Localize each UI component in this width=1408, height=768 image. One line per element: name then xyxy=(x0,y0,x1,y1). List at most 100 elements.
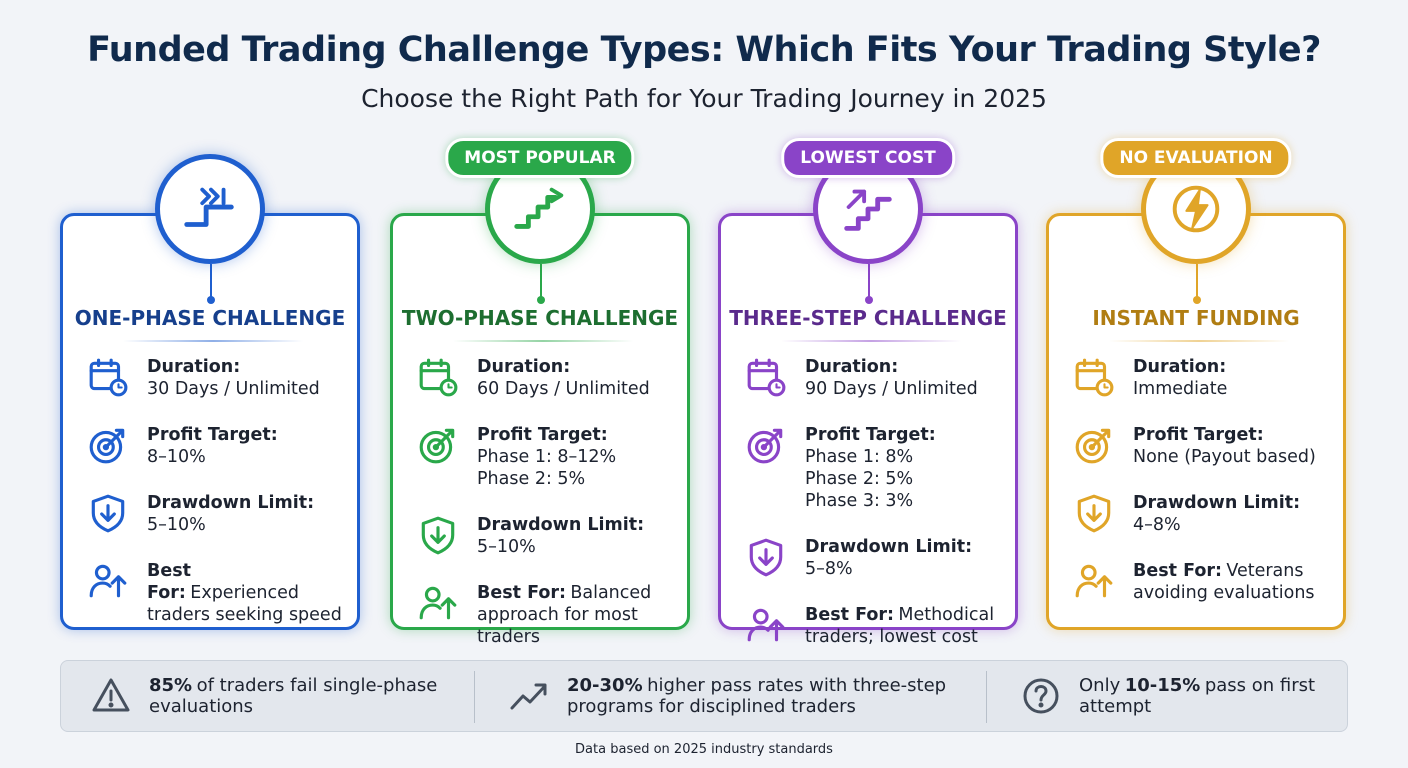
item: Best For: Methodical traders; lowest cost xyxy=(745,604,1005,648)
connector-dot xyxy=(207,296,215,304)
divider xyxy=(123,340,303,342)
item-label: Duration: xyxy=(147,357,241,377)
item-value: Phase 3: 3% xyxy=(805,491,914,511)
item-label: Profit Target: xyxy=(147,425,278,445)
item: Best For: Veterans avoiding evaluations xyxy=(1073,560,1333,604)
item: Profit Target: Phase 1: 8–12% Phase 2: 5% xyxy=(417,424,677,490)
item: Duration: Immediate xyxy=(1073,356,1333,400)
item-value: Phase 2: 5% xyxy=(805,469,914,489)
stat-text: Only 10-15% pass on first attempt xyxy=(1079,675,1321,717)
item-text: Drawdown Limit: 5–8% xyxy=(805,536,972,580)
item-icon xyxy=(89,358,128,397)
item-icon xyxy=(419,428,455,464)
connector xyxy=(868,264,870,298)
item-text: Profit Target: None (Payout based) xyxy=(1133,424,1316,468)
item-text: Drawdown Limit: 5–10% xyxy=(477,514,644,558)
card-icon xyxy=(184,187,234,227)
card: NO EVALUATION INSTANT FUNDING Duration: Imm… xyxy=(1046,138,1346,630)
item: Duration: 30 Days / Unlimited xyxy=(87,356,347,400)
item-label: Profit Target: xyxy=(477,425,608,445)
stat-highlight: 10-15% xyxy=(1124,675,1201,696)
item-label: Duration: xyxy=(1133,357,1227,377)
item: Profit Target: 8–10% xyxy=(87,424,347,468)
card: ONE-PHASE CHALLENGE Duration: 30 Days / Un… xyxy=(60,154,360,630)
item-value: Balanced approach for most traders xyxy=(477,583,652,647)
card: MOST POPULAR TWO-PHASE CHALLENGE Duration:… xyxy=(390,138,690,647)
item-label: Best For: xyxy=(805,605,894,625)
item-value: 90 Days / Unlimited xyxy=(805,379,978,399)
stat-highlight: 85% xyxy=(149,675,193,696)
card-icon xyxy=(844,189,892,231)
item: Drawdown Limit: 5–10% xyxy=(417,514,677,558)
stat-text: 85% of traders fail single-phase evaluati… xyxy=(149,675,471,717)
item-icon xyxy=(747,608,785,642)
item-value: Phase 2: 5% xyxy=(477,469,586,489)
items: Duration: 60 Days / Unlimited Profit Targe… xyxy=(417,356,677,648)
item-label: Drawdown Limit: xyxy=(805,537,973,557)
separator xyxy=(474,671,475,723)
stat-icon xyxy=(1023,678,1059,714)
subtitle: Choose the Right Path for Your Trading J… xyxy=(361,84,1047,113)
item-text: Profit Target: 8–10% xyxy=(147,424,278,468)
item-text: Best For: Veterans avoiding evaluations xyxy=(1133,560,1333,604)
stat-icon xyxy=(92,678,130,712)
item: Drawdown Limit: 5–8% xyxy=(745,536,1005,580)
item-value: 4–8% xyxy=(1133,515,1181,535)
item-icon xyxy=(1075,358,1114,397)
item-value: Experienced traders seeking speed xyxy=(147,583,342,625)
item-text: Duration: 30 Days / Unlimited xyxy=(147,356,320,400)
item-icon xyxy=(1075,428,1111,464)
item: Best For: Experienced traders seeking spe… xyxy=(87,560,347,626)
connector-dot xyxy=(865,296,873,304)
connector-dot xyxy=(1193,296,1201,304)
items: Duration: 90 Days / Unlimited Profit Targe… xyxy=(745,356,1005,648)
badge: LOWEST COST xyxy=(781,138,955,178)
item-label: Drawdown Limit: xyxy=(1133,493,1301,513)
item: Drawdown Limit: 5–10% xyxy=(87,492,347,536)
item: Best For: Balanced approach for most trad… xyxy=(417,582,677,648)
card-title: ONE-PHASE CHALLENGE xyxy=(74,306,346,330)
separator xyxy=(986,671,987,723)
divider xyxy=(781,340,961,342)
stat-text: 20-30% higher pass rates with three-step … xyxy=(567,675,949,717)
stat-icon xyxy=(510,683,547,710)
stat-pre: Only xyxy=(1079,675,1121,696)
item-value: Phase 1: 8% xyxy=(805,447,914,467)
card-title: INSTANT FUNDING xyxy=(1092,306,1300,330)
item-label: Profit Target: xyxy=(1133,425,1264,445)
card-title: TWO-PHASE CHALLENGE xyxy=(401,306,679,330)
item-text: Best For: Methodical traders; lowest cost xyxy=(805,604,1005,648)
item-text: Duration: 90 Days / Unlimited xyxy=(805,356,978,400)
divider xyxy=(1109,340,1289,342)
item-label: Duration: xyxy=(477,357,571,377)
item-text: Profit Target: Phase 1: 8–12% Phase 2: 5% xyxy=(477,424,616,490)
item-text: Drawdown Limit: 4–8% xyxy=(1133,492,1300,536)
item-icon xyxy=(89,564,127,598)
title: Funded Trading Challenge Types: Which Fi… xyxy=(87,30,1321,70)
stat-text: pass on first attempt xyxy=(1079,675,1316,717)
item-value: Phase 1: 8–12% xyxy=(477,447,617,467)
item: Duration: 90 Days / Unlimited xyxy=(745,356,1005,400)
connector xyxy=(1196,264,1198,298)
item-icon xyxy=(1075,564,1113,598)
item: Drawdown Limit: 4–8% xyxy=(1073,492,1333,536)
divider xyxy=(453,340,633,342)
item-icon xyxy=(419,358,458,397)
connector xyxy=(540,264,542,298)
item-label: Best For: xyxy=(477,583,566,603)
card-title: THREE-STEP CHALLENGE xyxy=(729,306,1007,330)
item-text: Drawdown Limit: 5–10% xyxy=(147,492,314,536)
item-text: Duration: Immediate xyxy=(1133,356,1227,400)
stat: 20-30% higher pass rates with three-step … xyxy=(509,661,949,731)
item-value: 60 Days / Unlimited xyxy=(477,379,650,399)
item: Duration: 60 Days / Unlimited xyxy=(417,356,677,400)
badge: NO EVALUATION xyxy=(1100,138,1292,178)
stat: Only 10-15% pass on first attempt xyxy=(1021,661,1321,731)
items: Duration: 30 Days / Unlimited Profit Targe… xyxy=(87,356,347,626)
item-icon xyxy=(1077,494,1111,533)
item-label: Best For: xyxy=(147,561,191,603)
item-icon xyxy=(749,538,783,577)
item-icon xyxy=(419,586,457,620)
item: Profit Target: Phase 1: 8% Phase 2: 5% Phas… xyxy=(745,424,1005,512)
